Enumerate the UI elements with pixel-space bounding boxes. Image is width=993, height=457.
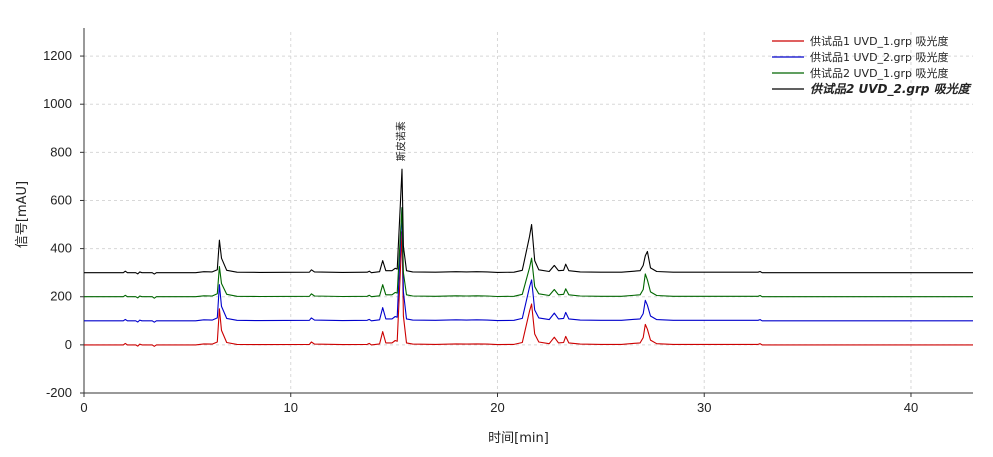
series-line-2 <box>84 207 973 323</box>
peak-annotation: 斯皮诺素 <box>394 121 407 161</box>
series-line-4 <box>84 168 973 275</box>
legend-entry-2: 供试品1 UVD_2.grp 吸光度 <box>810 50 949 64</box>
x-axis-label: 时间[min] <box>488 431 549 446</box>
x-tick-label: 10 <box>284 400 298 415</box>
legend-entry-3: 供试品2 UVD_1.grp 吸光度 <box>810 66 949 80</box>
y-tick-label: 800 <box>50 144 72 159</box>
series-line-3 <box>84 207 973 299</box>
y-axis-label: 信号[mAU] <box>15 181 30 248</box>
y-tick-label: 1000 <box>43 96 72 111</box>
x-tick-label: 40 <box>904 400 918 415</box>
legend-entry-4: 供试品2 UVD_2.grp 吸光度 <box>810 82 972 97</box>
y-tick-label: 0 <box>65 337 72 352</box>
legend-entry-1: 供试品1 UVD_1.grp 吸光度 <box>810 34 949 48</box>
y-tick-label: -200 <box>46 385 72 400</box>
x-tick-label: 30 <box>697 400 711 415</box>
axes: -200 0 200 400 600 800 1000 1200 0 10 20 30 40 时间[min… <box>15 28 973 446</box>
peak-label: 斯皮诺素 <box>394 121 407 161</box>
y-tick-label: 1200 <box>43 48 72 63</box>
y-tick-label: 400 <box>50 241 72 256</box>
series-lines <box>84 168 973 347</box>
y-tick-label: 200 <box>50 289 72 304</box>
series-line-1 <box>84 231 973 347</box>
x-tick-label: 0 <box>80 400 87 415</box>
y-tick-label: 600 <box>50 192 72 207</box>
x-tick-label: 20 <box>490 400 504 415</box>
